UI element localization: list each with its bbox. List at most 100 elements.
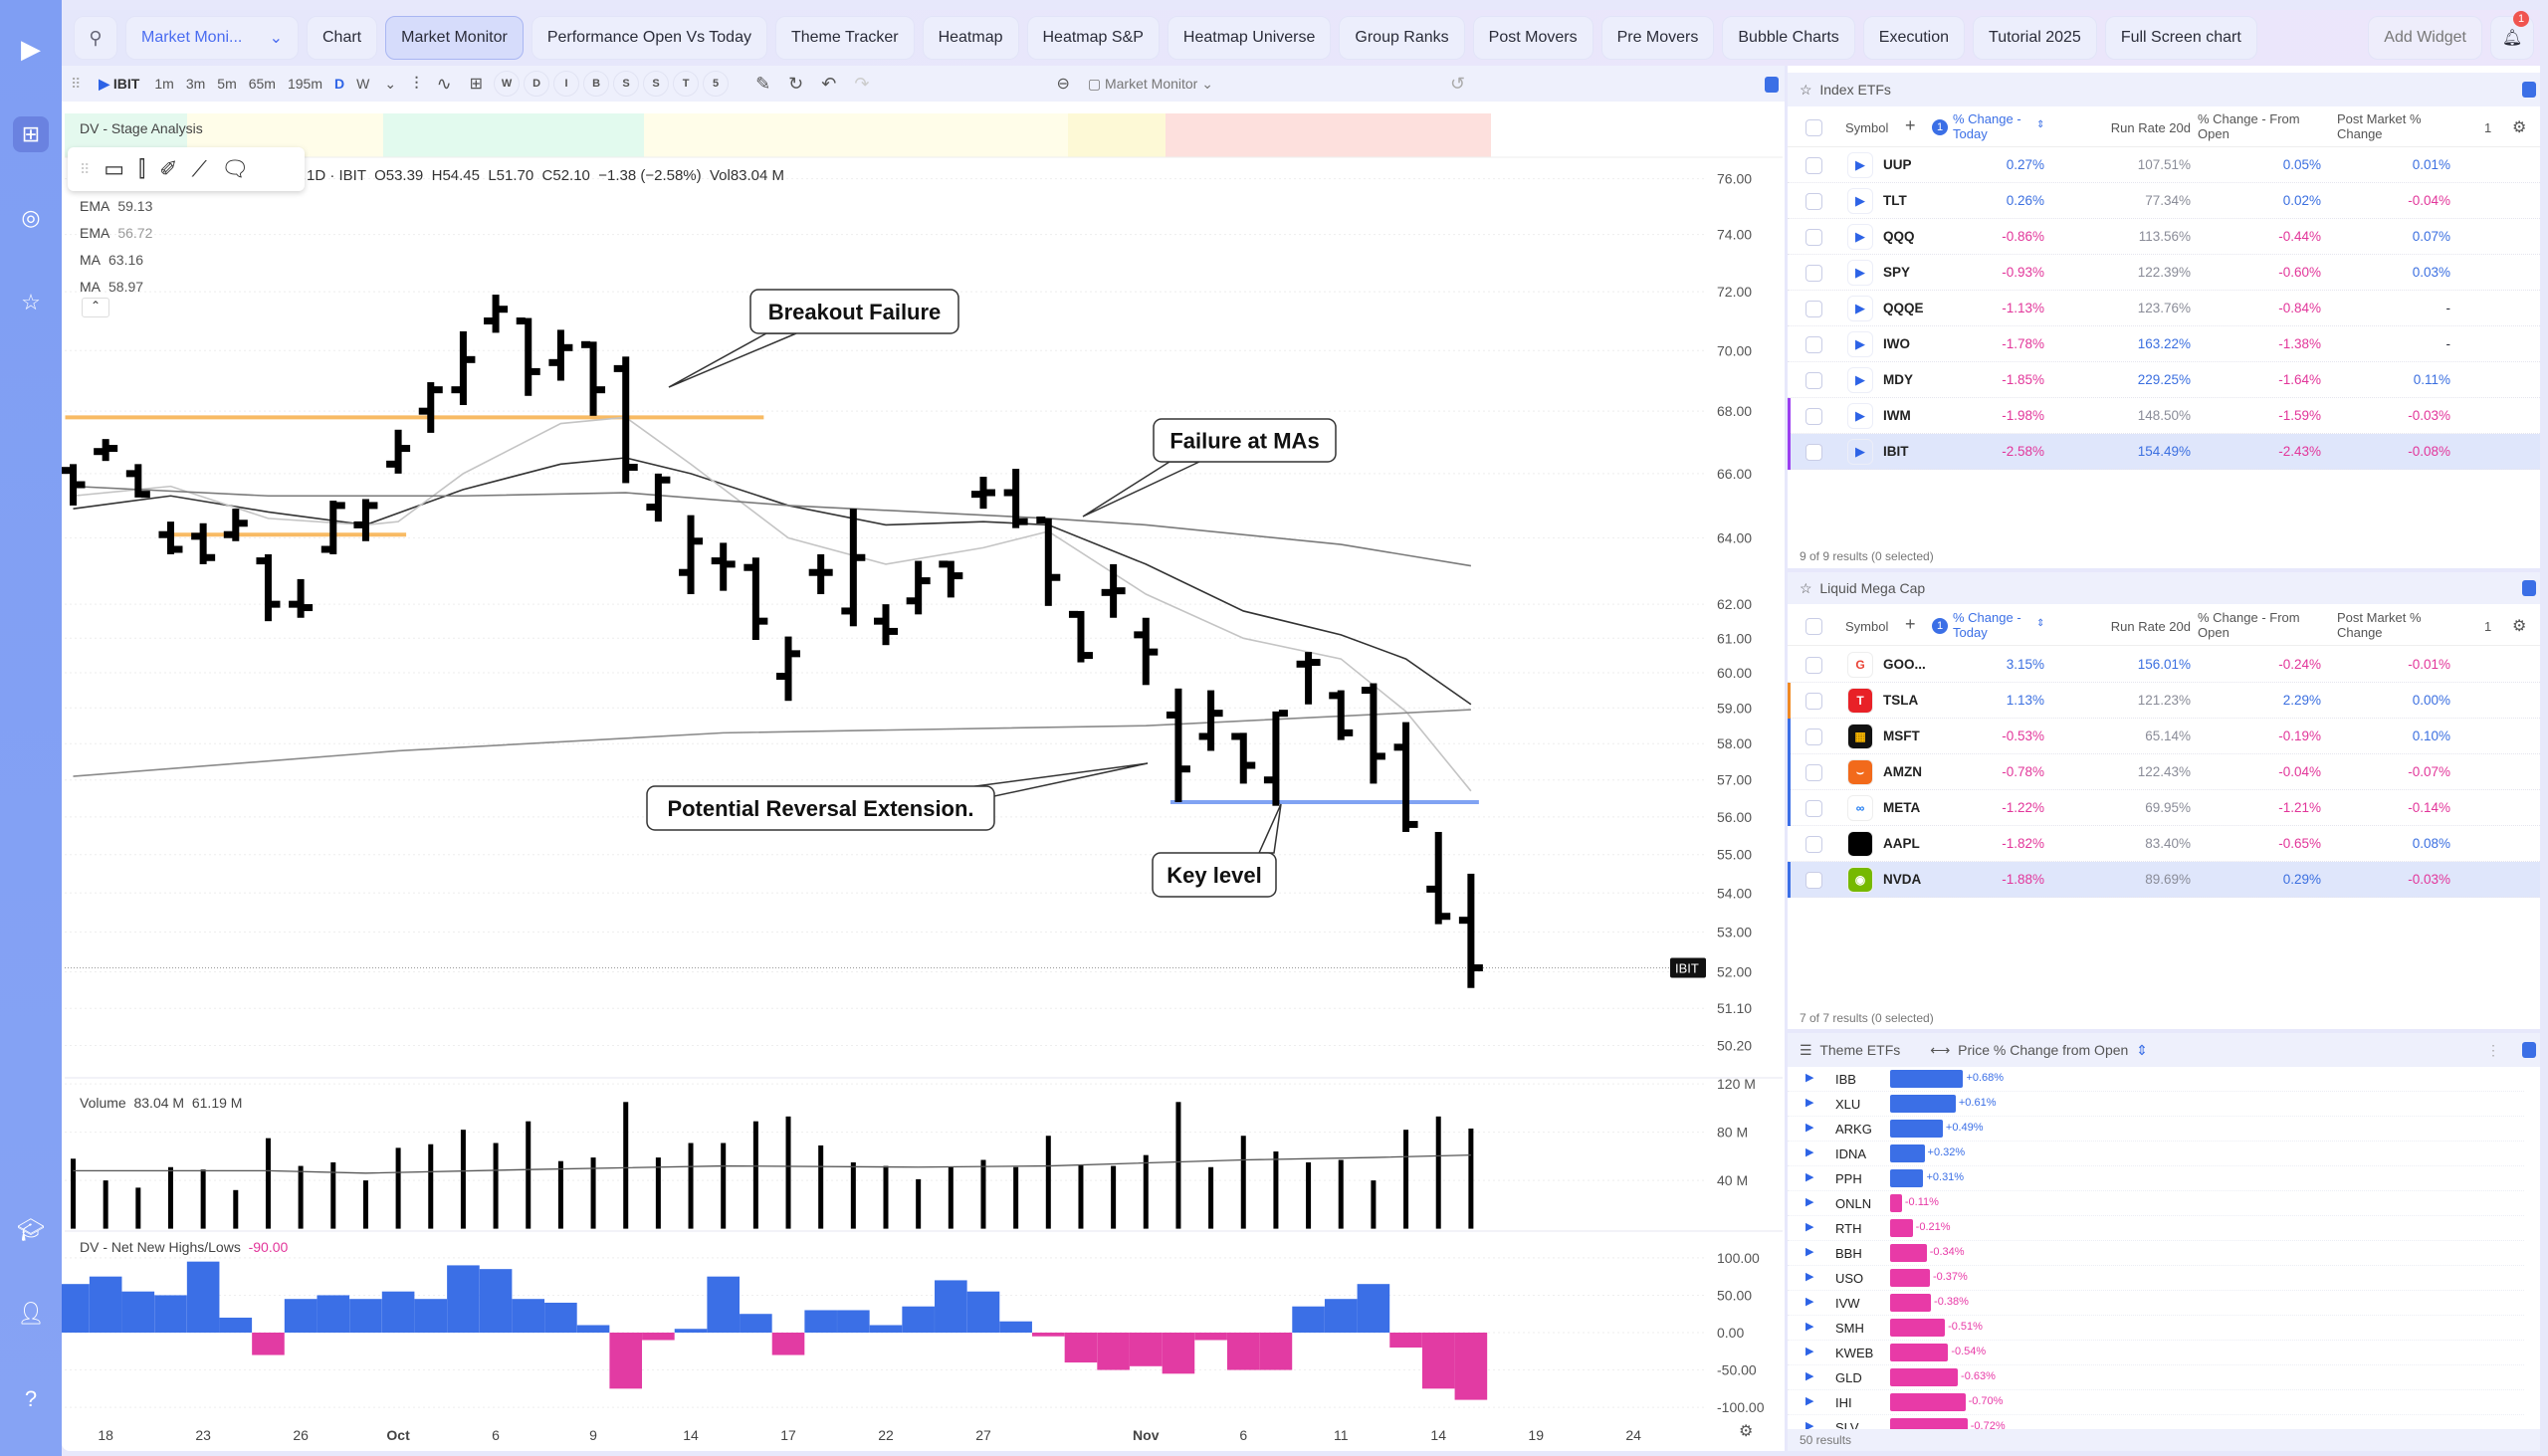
search-icon[interactable]: ⚲ [74,16,117,60]
price-chart[interactable]: 76.00 74.00 72.00 70.00 68.00 66.00 64.00 62.00… [62,66,1785,1451]
theme-symbol[interactable]: USO [1835,1271,1864,1286]
theme-row[interactable]: ▶ RTH -0.21% [1788,1216,2524,1241]
study-button[interactable]: S [643,71,670,97]
column-run-rate[interactable]: Run Rate 20d [2110,120,2191,135]
star-icon[interactable]: ☆ [21,290,41,314]
theme-symbol[interactable]: IBB [1835,1072,1856,1087]
row-checkbox[interactable] [1805,336,1822,353]
play-icon[interactable]: ▶ [1805,1097,1814,1109]
play-icon[interactable]: ▶ [1847,260,1873,286]
study-button[interactable]: W [494,71,521,97]
study-button[interactable]: I [553,71,580,97]
symbol-cell[interactable]: TLT [1883,193,1907,208]
theme-row[interactable]: ▶ XLU +0.61% [1788,1092,2524,1117]
table-row[interactable]: ◉ NVDA -1.88% 89.69% 0.29% -0.03% [1788,862,2540,898]
symbol-cell[interactable]: NVDA [1883,872,1922,887]
chevron-down-icon[interactable]: ⌄ [384,75,397,92]
theme-row[interactable]: ▶ IVW -0.38% [1788,1291,2524,1316]
user-crown-icon[interactable]: 👤︎ [17,1301,45,1326]
layout-dropdown[interactable]: Market Moni... ⌄ [125,16,299,60]
gear-icon[interactable]: ⚙ [2512,119,2527,136]
drag-handle-icon[interactable]: ⠿ [80,160,91,177]
comment-tool-icon[interactable]: 🗨︎ [220,156,249,181]
theme-symbol[interactable]: KWEB [1835,1346,1874,1360]
column-run-rate[interactable]: Run Rate 20d [2110,619,2191,634]
tab-performance-open-vs-today[interactable]: Performance Open Vs Today [531,16,767,60]
play-icon[interactable]: ▶ [1805,1346,1814,1357]
tab-group-ranks[interactable]: Group Ranks [1339,16,1465,60]
row-checkbox[interactable] [1805,800,1822,817]
study-button[interactable]: T [673,71,700,97]
symbol-cell[interactable]: QQQE [1883,301,1924,315]
study-button[interactable]: B [583,71,610,97]
row-checkbox[interactable] [1805,408,1822,425]
theme-row[interactable]: ▶ ARKG +0.49% [1788,1117,2524,1142]
templates-icon[interactable]: ⊞ [469,76,484,93]
settings-icon[interactable]: ⚙ [1739,1423,1754,1440]
theme-row[interactable]: ▶ SMH -0.51% [1788,1316,2524,1341]
tab-execution[interactable]: Execution [1862,16,1966,60]
target-icon[interactable]: ◎ [21,205,41,230]
theme-row[interactable]: ▶ IBB +0.68% [1788,1067,2524,1092]
add-column-icon[interactable]: + [1905,115,1916,135]
play-icon[interactable]: ▶ [1805,1246,1814,1258]
theme-row[interactable]: ▶ BBH -0.34% [1788,1241,2524,1266]
redo-icon[interactable]: ↷ [854,73,870,94]
symbol-cell[interactable]: IBIT [1883,444,1909,459]
star-icon[interactable]: ☆ [1800,579,1812,596]
play-icon[interactable]: ▶ [1847,403,1873,429]
link-color-square[interactable] [2522,580,2536,596]
table-row[interactable]: ▶ UUP 0.27% 107.51% 0.05% 0.01% [1788,147,2540,183]
symbol-cell[interactable]: IWM [1883,408,1911,423]
table-row[interactable]: ▶ QQQ -0.86% 113.56% -0.44% 0.07% [1788,219,2540,255]
tab-full-screen-chart[interactable]: Full Screen chart [2104,16,2257,60]
column-change-today[interactable]: % Change - Today [1953,610,2021,640]
table-row[interactable]: ▶ SPY -0.93% 122.39% -0.60% 0.03% [1788,255,2540,291]
table-row[interactable]: T TSLA 1.13% 121.23% 2.29% 0.00% [1788,683,2540,719]
play-icon[interactable]: ▶ [1805,1221,1814,1233]
study-button[interactable]: 5 [703,71,730,97]
column-from-open[interactable]: % Change - From Open [2198,610,2300,640]
undo-icon[interactable]: ↶ [821,73,837,94]
table-row[interactable]: ∞ META -1.22% 69.95% -1.21% -0.14% [1788,790,2540,826]
indicators-icon[interactable]: ∿ [436,73,452,94]
row-checkbox[interactable] [1805,193,1822,210]
theme-symbol[interactable]: RTH [1835,1221,1862,1236]
table-row[interactable]: ▶ IWO -1.78% 163.22% -1.38% - [1788,326,2540,362]
table-row[interactable]: AAPL -1.82% 83.40% -0.65% 0.08% [1788,826,2540,862]
play-icon[interactable]: ▶ [1805,1370,1814,1382]
table-row[interactable]: ▶ IWM -1.98% 148.50% -1.59% -0.03% [1788,398,2540,434]
tab-bubble-charts[interactable]: Bubble Charts [1722,16,1855,60]
sort-icon[interactable]: ⇕ [2036,119,2045,130]
theme-symbol[interactable]: IHI [1835,1395,1852,1410]
row-checkbox[interactable] [1805,265,1822,282]
interval-65m[interactable]: 65m [248,76,276,92]
more-icon[interactable]: ⋮ [2486,1041,2500,1058]
interval-W[interactable]: W [356,76,370,92]
play-icon[interactable]: ▶ [1847,296,1873,321]
play-icon[interactable]: ▶ [1805,1122,1814,1134]
brush-tool-icon[interactable]: ✐ [159,156,178,181]
column-from-open[interactable]: % Change - From Open [2198,111,2300,141]
theme-row[interactable]: ▶ IDNA +0.32% [1788,1142,2524,1166]
table-row[interactable]: G GOO... 3.15% 156.01% -0.24% -0.01% [1788,647,2540,683]
row-checkbox[interactable] [1805,657,1822,674]
theme-row[interactable]: ▶ PPH +0.31% [1788,1166,2524,1191]
row-checkbox[interactable] [1805,836,1822,853]
star-icon[interactable]: ☆ [1800,81,1812,98]
table-row[interactable]: ▦ MSFT -0.53% 65.14% -0.19% 0.10% [1788,719,2540,754]
tab-heatmap-s-p[interactable]: Heatmap S&P [1026,16,1160,60]
table-row[interactable]: ▶ IBIT -2.58% 154.49% -2.43% -0.08% [1788,434,2540,470]
interval-195m[interactable]: 195m [287,76,322,92]
study-button[interactable]: S [613,71,640,97]
play-icon[interactable]: ▶ [1805,1271,1814,1283]
theme-symbol[interactable]: IDNA [1835,1146,1867,1161]
theme-symbol[interactable]: ARKG [1835,1122,1872,1137]
tab-theme-tracker[interactable]: Theme Tracker [774,16,915,60]
play-icon[interactable]: ▶ [1847,224,1873,250]
study-button[interactable]: D [524,71,550,97]
theme-symbol[interactable]: XLU [1835,1097,1861,1112]
theme-row[interactable]: ▶ GLD -0.63% [1788,1365,2524,1390]
play-icon[interactable]: ▶ [1805,1395,1814,1407]
symbol-cell[interactable]: SPY [1883,265,1911,280]
